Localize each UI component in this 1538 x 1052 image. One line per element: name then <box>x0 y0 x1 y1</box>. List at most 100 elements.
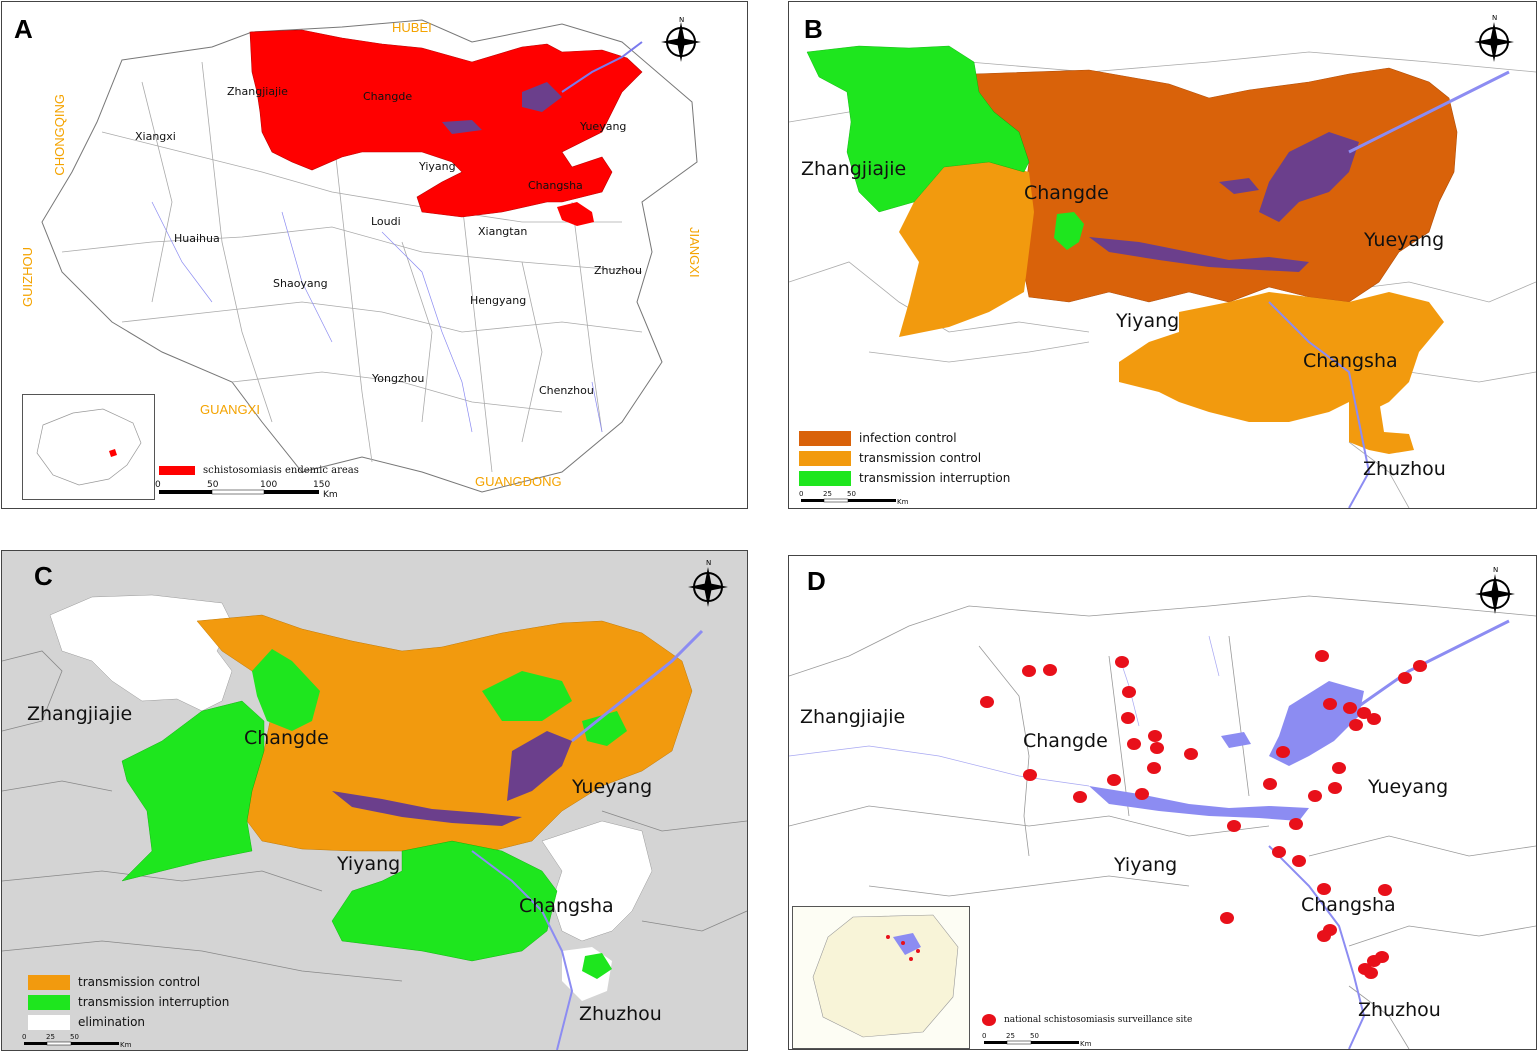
city-label: Zhuzhou <box>1358 999 1441 1021</box>
lake-d2 <box>1089 786 1309 821</box>
province-label-jiangxi: JIANGXI <box>687 227 702 278</box>
legend-label-surveillance-site: national schistosomiasis surveillance si… <box>1004 1015 1193 1025</box>
panel-label: C <box>34 561 53 591</box>
legend-label: transmission interruption <box>78 995 230 1009</box>
lake-b3 <box>1219 178 1259 194</box>
city-label: Yueyang <box>580 120 627 133</box>
compass-north-label: N <box>679 16 684 24</box>
hunan-inset-map <box>792 906 970 1049</box>
surveillance-sites <box>980 650 1427 979</box>
city-label: Changde <box>1023 730 1108 752</box>
city-label: Yiyang <box>1114 854 1178 876</box>
city-label: Zhuzhou <box>579 1003 662 1025</box>
scale-bar-c <box>24 1041 119 1046</box>
city-label: Hengyang <box>470 294 527 307</box>
city-label: Huaihua <box>174 232 220 245</box>
map-b-canvas <box>789 45 1536 508</box>
scale-labels-a: 0 50 100 150 Km <box>155 480 338 500</box>
compass-north-label: N <box>706 559 711 567</box>
city-label: Changsha <box>528 179 583 192</box>
china-inset-map <box>22 394 155 500</box>
transmission-interruption-west <box>121 700 265 882</box>
compass-north-label: N <box>1493 566 1498 574</box>
city-label: Zhangjiajie <box>27 703 133 725</box>
river-d2 <box>1268 845 1366 1049</box>
city-label: Changsha <box>519 895 614 917</box>
city-label: Yiyang <box>419 160 456 173</box>
city-label: Xiangxi <box>135 130 176 143</box>
legend-label-endemic: schistosomiasis endemic areas <box>203 464 359 476</box>
map-panel-b: B Zhangjiajie Changde Yueyang Yiyang Cha… <box>788 1 1537 509</box>
river-c <box>571 629 704 743</box>
city-label: Changde <box>1024 182 1109 204</box>
lake-d3 <box>1221 732 1251 748</box>
province-label-hubei: HUBEI <box>392 20 432 35</box>
legend-swatch-endemic <box>159 465 195 475</box>
city-label: Loudi <box>371 215 401 228</box>
lake-c <box>507 731 572 801</box>
lake-b2 <box>1089 237 1309 272</box>
city-label: Zhuzhou <box>1363 458 1446 480</box>
map-panel-a: A HUBEI CHONGQING GUIZHOU JIANGXI GUANGX… <box>1 1 748 509</box>
hunan-inset-outline <box>812 914 959 1038</box>
legend-swatch-transmission-interruption <box>28 994 70 1010</box>
elimination-region-south <box>541 820 653 942</box>
lake-a <box>522 82 562 112</box>
scale-labels-d: 0 25 50 Km <box>982 1032 1092 1048</box>
province-label-guizhou: GUIZHOU <box>20 247 35 307</box>
province-label-guangdong: GUANGDONG <box>475 474 562 489</box>
legend-d: national schistosomiasis surveillance si… <box>982 1013 1192 1027</box>
city-label: Yongzhou <box>372 372 425 385</box>
map-panel-d: D Zhangjiajie Changde Yueyang Yiyang Cha… <box>788 555 1537 1050</box>
city-label: Xiangtan <box>478 225 528 238</box>
legend-label: transmission interruption <box>859 471 1011 485</box>
province-label-guangxi: GUANGXI <box>200 402 260 417</box>
city-label: Yueyang <box>1368 776 1449 798</box>
legend-swatch-transmission-control <box>28 974 70 990</box>
legend-a: schistosomiasis endemic areas <box>159 463 359 477</box>
elimination-region-north <box>49 594 233 712</box>
city-label: Changde <box>244 727 329 749</box>
legend-b: infection control transmission control t… <box>799 428 1010 488</box>
legend-marker-surveillance-site <box>982 1014 996 1026</box>
transmission-interruption-zhuzhou <box>582 953 612 979</box>
transmission-interruption-spot <box>1054 212 1084 250</box>
legend-swatch-transmission-interruption <box>799 470 851 486</box>
legend-label: infection control <box>859 431 957 445</box>
transmission-control-region-west <box>899 162 1034 337</box>
legend-label: transmission control <box>78 975 201 989</box>
map-d-canvas <box>789 595 1536 1049</box>
city-label: Zhangjiajie <box>227 85 288 98</box>
city-label: Chenzhou <box>539 384 594 397</box>
panel-label: B <box>804 14 823 44</box>
district-lines-c <box>2 650 747 982</box>
lake-c2 <box>332 791 522 826</box>
transmission-interruption-north <box>482 671 572 721</box>
lake-a2 <box>442 120 482 134</box>
transmission-interruption-changde <box>252 649 320 731</box>
legend-swatch-transmission-control <box>799 450 851 466</box>
city-label: Changde <box>363 90 413 103</box>
city-label: Zhuzhou <box>594 264 642 277</box>
rivers-a <box>151 201 603 433</box>
scale-bar-b <box>801 498 896 503</box>
legend-label: transmission control <box>859 451 982 465</box>
dongting-lake-d <box>1269 681 1364 766</box>
city-label: Changsha <box>1301 894 1396 916</box>
city-label: Changsha <box>1303 350 1398 372</box>
map-c-canvas <box>2 594 747 1050</box>
province-label-chongqing: CHONGQING <box>52 94 67 176</box>
scale-labels-b: 0 25 50 Km <box>799 490 909 506</box>
scale-bar-a <box>159 489 319 495</box>
map-a-canvas <box>41 19 698 495</box>
map-panel-c: C Zhangjiajie Changde Yueyang Yiyang Cha… <box>1 550 748 1051</box>
district-lines-d <box>789 595 1536 1049</box>
transmission-interruption-south <box>331 840 558 962</box>
city-label: Zhangjiajie <box>801 158 907 180</box>
china-outline <box>36 408 142 486</box>
legend-swatch-elimination <box>28 1014 70 1030</box>
city-label: Yiyang <box>1116 310 1180 332</box>
city-label: Shaoyang <box>273 277 328 290</box>
river-a <box>561 41 643 93</box>
legend-c: transmission control transmission interr… <box>28 972 229 1032</box>
